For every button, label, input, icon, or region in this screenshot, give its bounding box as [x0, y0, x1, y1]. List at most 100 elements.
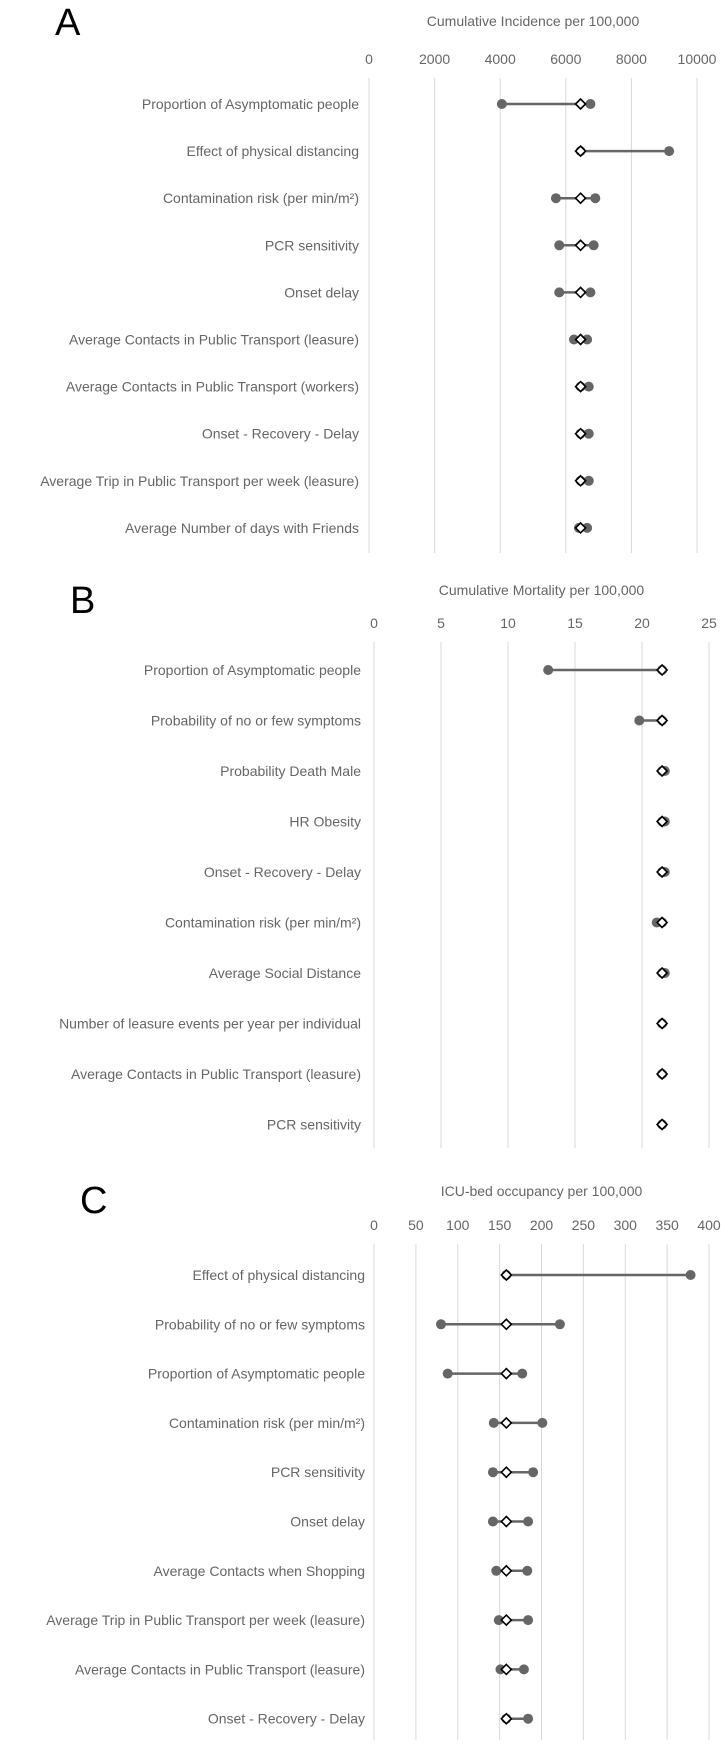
category-label: Contamination risk (per min/m²)	[169, 1415, 365, 1431]
baseline-point	[574, 97, 587, 111]
tick-label: 150	[488, 1217, 512, 1233]
category-label: Proportion of Asymptomatic people	[144, 662, 361, 678]
category-label: Average Trip in Public Transport per wee…	[46, 1612, 365, 1628]
category-label: Onset delay	[290, 1514, 365, 1530]
category-label: Probability of no or few symptoms	[155, 1316, 365, 1332]
high-point	[518, 1664, 529, 1675]
baseline-point	[655, 865, 669, 879]
tick-label: 400	[697, 1217, 721, 1233]
baseline-point	[500, 1268, 513, 1282]
low-point	[554, 240, 565, 251]
baseline-point	[655, 1067, 669, 1081]
high-point	[590, 193, 601, 204]
high-point	[537, 1417, 548, 1428]
baseline-point	[500, 1712, 513, 1725]
high-point	[583, 381, 594, 392]
baseline-point	[574, 192, 587, 205]
high-point	[522, 1565, 533, 1576]
tick-label: 25	[701, 615, 717, 631]
tick-label: 6000	[550, 51, 581, 67]
tick-label: 0	[370, 615, 378, 631]
baseline-point	[574, 239, 587, 252]
category-label: Contamination risk (per min/m²)	[165, 915, 361, 931]
high-point	[664, 146, 675, 157]
tick-label: 15	[567, 615, 583, 631]
baseline-point	[574, 286, 587, 299]
low-point	[496, 99, 507, 109]
high-point	[528, 1467, 539, 1478]
category-label: PCR sensitivity	[271, 1464, 365, 1480]
category-label: Average Contacts in Public Transport (le…	[71, 1066, 361, 1082]
category-label: HR Obesity	[289, 814, 361, 830]
low-point	[554, 287, 565, 298]
icu-chart: ICU-bed occupancy per 100,000 0 50 100 150 20…	[46, 1183, 721, 1740]
category-label: Proportion of Asymptomatic people	[142, 96, 359, 112]
category-label: Average Contacts in Public Transport (wo…	[66, 379, 359, 395]
baseline-point	[655, 764, 669, 778]
baseline-point	[500, 1515, 513, 1528]
category-label: Onset - Recovery - Delay	[202, 426, 359, 442]
panel-c: C ICU-bed occupancy per 100,000 0 50 100 150…	[0, 1160, 721, 1740]
low-point	[543, 665, 554, 675]
tick-label: 0	[370, 1217, 378, 1233]
category-label: Contamination risk (per min/m²)	[163, 190, 359, 206]
high-point	[554, 1319, 565, 1330]
high-point	[588, 240, 599, 251]
tick-label: 10	[500, 615, 516, 631]
panel-a: A Cumulative Incidence per 100,000 0 2000 4…	[0, 0, 721, 560]
high-point	[685, 1270, 696, 1280]
category-label: PCR sensitivity	[267, 1117, 361, 1133]
mortality-chart: Cumulative Mortality per 100,000 0 5 10 15 20…	[59, 582, 717, 1148]
category-label: Probability Death Male	[220, 763, 361, 779]
baseline-point	[574, 333, 587, 346]
baseline-point	[574, 521, 587, 535]
high-point	[583, 475, 594, 486]
panel-letter: C	[80, 1180, 108, 1222]
category-label: PCR sensitivity	[265, 237, 359, 253]
tick-label: 0	[365, 51, 373, 67]
low-point	[634, 715, 645, 726]
low-point	[569, 334, 579, 345]
low-point	[487, 1516, 498, 1527]
low-point	[488, 1417, 499, 1428]
tick-label: 8000	[616, 51, 647, 67]
tick-label: 2000	[419, 51, 450, 67]
baseline-point	[655, 714, 669, 727]
baseline-point	[655, 1118, 669, 1131]
high-point	[523, 1615, 534, 1626]
category-label: Onset - Recovery - Delay	[204, 864, 361, 880]
baseline-point	[500, 1663, 513, 1676]
chart-title: Cumulative Incidence per 100,000	[427, 13, 640, 29]
tick-label: 350	[655, 1217, 679, 1233]
high-point	[582, 334, 593, 345]
category-label: Onset - Recovery - Delay	[208, 1711, 365, 1727]
tick-label: 200	[530, 1217, 554, 1233]
category-label: Effect of physical distancing	[192, 1267, 365, 1283]
incidence-chart: Cumulative Incidence per 100,000 0 2000 400…	[40, 13, 717, 553]
category-label: Effect of physical distancing	[186, 143, 359, 159]
category-label: Average Trip in Public Transport per wee…	[40, 473, 359, 489]
low-point	[493, 1615, 504, 1626]
panel-letter: B	[70, 580, 96, 622]
high-point	[585, 287, 596, 298]
baseline-point	[574, 144, 587, 158]
low-point	[436, 1319, 446, 1330]
high-point	[523, 1516, 534, 1527]
tick-label: 10000	[678, 51, 717, 67]
baseline-point	[574, 427, 587, 440]
tick-label: 4000	[485, 51, 516, 67]
baseline-point	[500, 1564, 513, 1577]
tick-label: 50	[408, 1217, 424, 1233]
category-label: Proportion of Asymptomatic people	[148, 1366, 365, 1382]
low-point	[487, 1467, 498, 1478]
high-point	[583, 428, 594, 439]
baseline-point	[655, 815, 669, 828]
chart-title: Cumulative Mortality per 100,000	[439, 582, 645, 598]
baseline-point	[500, 1318, 513, 1331]
category-label: Average Number of days with Friends	[125, 520, 359, 536]
category-label: Average Contacts when Shopping	[154, 1563, 365, 1579]
panel-b: B Cumulative Mortality per 100,000 0 5 10 15…	[0, 560, 721, 1160]
low-point	[491, 1565, 502, 1576]
tick-label: 20	[634, 615, 650, 631]
